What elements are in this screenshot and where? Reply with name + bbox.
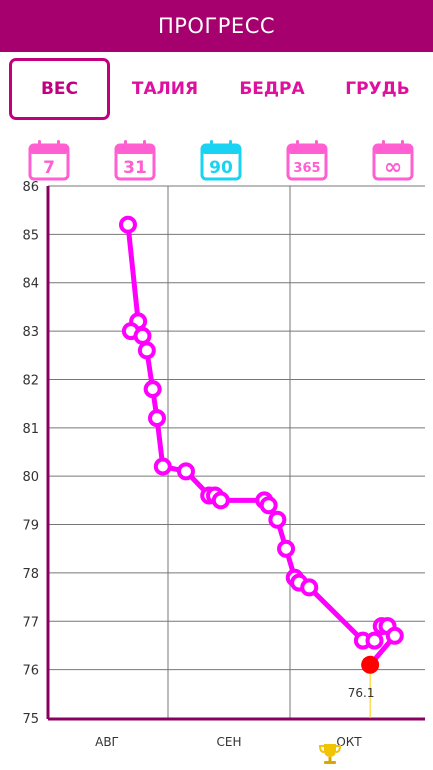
tab-weight-label: ВЕС bbox=[40, 79, 79, 99]
period-90-calendar-icon[interactable]: 90 bbox=[200, 138, 242, 182]
current-weight-point[interactable] bbox=[361, 655, 380, 674]
period-31-calendar-icon[interactable]: 31 bbox=[114, 138, 156, 182]
data-point[interactable] bbox=[137, 341, 156, 360]
y-tick-label: 85 bbox=[22, 228, 39, 243]
period-31-label: 31 bbox=[123, 158, 147, 178]
data-point[interactable] bbox=[119, 215, 137, 234]
period-all-label: ∞ bbox=[384, 155, 402, 180]
weight-points: 76.1 bbox=[119, 215, 404, 700]
y-tick-label: 76 bbox=[22, 664, 39, 679]
data-point[interactable] bbox=[148, 409, 166, 428]
app-header: ПРОГРЕСС bbox=[0, 0, 433, 52]
data-point[interactable] bbox=[277, 539, 296, 558]
data-point[interactable] bbox=[133, 326, 152, 345]
y-tick-label: 83 bbox=[22, 325, 39, 340]
tab-waist[interactable]: ТАЛИЯ bbox=[117, 58, 213, 120]
tab-waist-label: ТАЛИЯ bbox=[131, 79, 199, 99]
weight-chart: 75 76 77 78 79 80 81 82 83 84 85 86 АВГ СЕН ОКТ 76.1 bbox=[22, 180, 425, 749]
period-all-calendar-icon[interactable]: ∞ bbox=[372, 138, 414, 182]
data-point[interactable] bbox=[153, 457, 172, 476]
chart-axes: 75 76 77 78 79 80 81 82 83 84 85 86 АВГ СЕН ОКТ bbox=[22, 180, 425, 749]
data-point[interactable] bbox=[365, 631, 384, 650]
data-point[interactable] bbox=[259, 496, 278, 515]
measurement-tabs: ВЕС ТАЛИЯ БЕДРА ГРУДЬ bbox=[0, 58, 433, 122]
current-weight-label: 76.1 bbox=[348, 686, 375, 700]
x-tick-label: АВГ bbox=[95, 735, 119, 749]
period-selector: 7 31 90 365 ∞ bbox=[0, 138, 433, 184]
x-tick-label: ОКТ bbox=[336, 735, 362, 749]
tab-hips[interactable]: БЕДРА bbox=[224, 58, 320, 120]
y-tick-label: 86 bbox=[22, 180, 39, 195]
period-7-label: 7 bbox=[43, 158, 55, 178]
data-point[interactable] bbox=[177, 462, 195, 481]
tab-chest-label: ГРУДЬ bbox=[345, 79, 410, 99]
data-point[interactable] bbox=[268, 510, 287, 529]
y-tick-label: 75 bbox=[22, 712, 39, 727]
y-tick-label: 80 bbox=[22, 470, 39, 485]
data-point[interactable] bbox=[143, 380, 162, 399]
period-365-label: 365 bbox=[293, 161, 320, 176]
period-7-calendar-icon[interactable]: 7 bbox=[28, 138, 70, 182]
tab-hips-label: БЕДРА bbox=[239, 79, 305, 99]
page-title: ПРОГРЕСС bbox=[157, 14, 276, 38]
period-90-label: 90 bbox=[209, 158, 233, 178]
trophy-icon bbox=[318, 744, 342, 764]
y-tick-label: 79 bbox=[22, 519, 39, 534]
data-point[interactable] bbox=[211, 491, 230, 510]
tab-weight[interactable]: ВЕС bbox=[9, 58, 110, 120]
x-tick-label: СЕН bbox=[217, 735, 242, 749]
y-tick-label: 77 bbox=[22, 615, 39, 630]
y-tick-label: 81 bbox=[22, 422, 39, 437]
y-tick-label: 82 bbox=[22, 373, 39, 388]
y-tick-label: 78 bbox=[22, 567, 39, 582]
y-tick-label: 84 bbox=[22, 277, 39, 292]
data-point[interactable] bbox=[385, 626, 404, 645]
tab-chest[interactable]: ГРУДЬ bbox=[330, 58, 425, 120]
period-365-calendar-icon[interactable]: 365 bbox=[286, 138, 328, 182]
data-point[interactable] bbox=[300, 578, 319, 597]
